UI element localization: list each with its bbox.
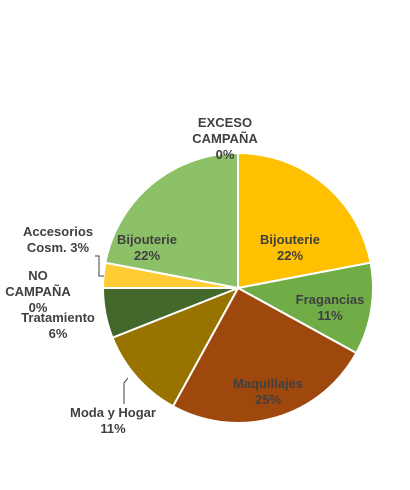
slice-label-moda-y-hogar-3: Moda y Hogar 11% [70, 405, 156, 436]
slice-label-exceso-campana-8: EXCESO CAMPAÑA 0% [192, 115, 258, 162]
pie-slice-bijouterie-0 [237, 151, 372, 290]
pie-slice-bijouterie-7 [104, 151, 239, 290]
pie-slice-moda-y-hogar-3 [111, 286, 241, 408]
leader-line-accesorios [95, 255, 104, 277]
slice-label-no-campana-5: NO CAMPAÑA 0% [5, 268, 71, 315]
pie-slice-fragancias-1 [235, 261, 374, 355]
slice-label-bijouterie-0: Bijouterie 22% [260, 232, 320, 263]
slice-label-accesorios-cosm-6: Accesorios Cosm. 3% [23, 224, 93, 255]
pie-slice-maquillajes-2 [171, 286, 358, 424]
leader-line-moda-hogar [123, 377, 129, 404]
slice-label-fragancias-1: Fragancias 11% [296, 292, 365, 323]
pie-slices [101, 151, 374, 424]
slice-label-maquillajes-2: Maquillajes 25% [233, 376, 303, 407]
slice-label-tratamiento-4: Tratamiento 6% [21, 310, 95, 341]
leader-lines [95, 255, 129, 404]
slice-label-bijouterie-7: Bijouterie 22% [117, 232, 177, 263]
slice-labels: Bijouterie 22% Fragancias 11% Maquillajes 25%… [5, 115, 364, 436]
